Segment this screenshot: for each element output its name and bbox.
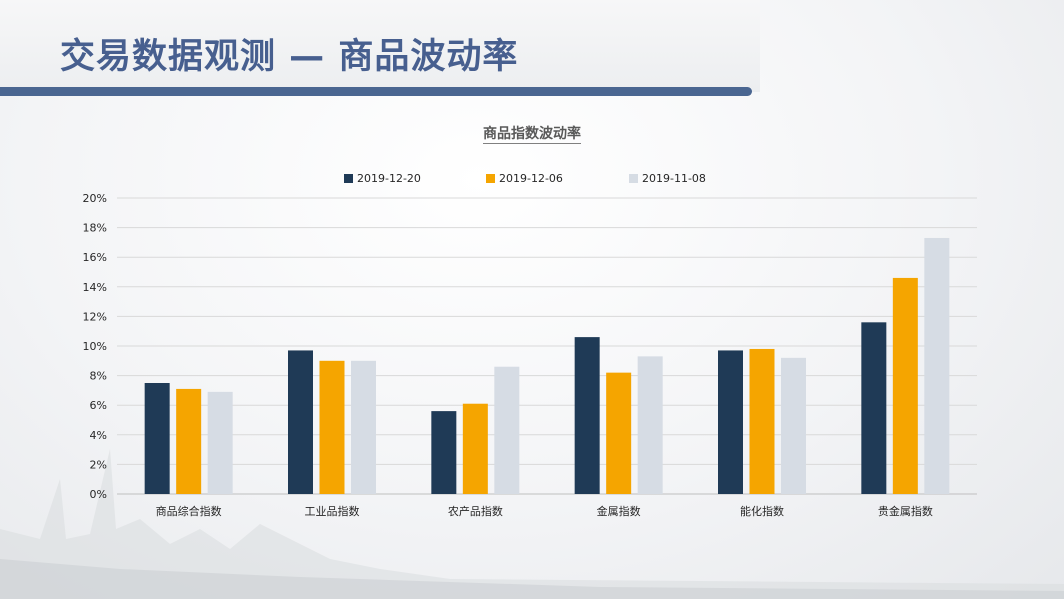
gridlines	[117, 197, 977, 495]
legend-label-2: 2019-11-08	[642, 172, 706, 185]
legend-label-0: 2019-12-20	[357, 172, 421, 185]
bar-5-0	[861, 322, 887, 494]
bar-3-1	[606, 372, 632, 494]
y-tick-label-9: 18%	[83, 222, 107, 235]
legend-item-0: 2019-12-20	[344, 172, 421, 185]
chart-title-text: 商品指数波动率	[483, 126, 581, 144]
bar-1-1	[319, 360, 345, 494]
y-tick-label-10: 20%	[83, 192, 107, 205]
bar-1-0	[288, 350, 313, 494]
bar-4-1	[749, 348, 775, 494]
bar-0-2	[207, 391, 233, 494]
bar-3-0	[574, 337, 600, 494]
chart-title: 商品指数波动率	[0, 123, 1064, 144]
bar-3-2	[637, 356, 663, 494]
title-band	[0, 0, 760, 92]
y-tick-label-4: 8%	[90, 370, 107, 383]
x-tick-label-3: 金属指数	[597, 504, 641, 518]
page-title: 交易数据观测 — 商品波动率	[60, 37, 519, 77]
y-tick-label-7: 14%	[83, 281, 107, 294]
bar-4-0	[718, 350, 743, 494]
legend-swatch-2	[629, 174, 638, 183]
bar-2-0	[431, 411, 457, 494]
x-tick-label-2: 农产品指数	[448, 504, 503, 518]
bar-4-2	[781, 357, 806, 494]
x-axis: 商品综合指数 工业品指数 农产品指数 金属指数 能化指数 贵金属指数	[156, 504, 933, 518]
bar-0-1	[176, 388, 202, 494]
legend-item-2: 2019-11-08	[629, 172, 706, 185]
legend-label-1: 2019-12-06	[499, 172, 563, 185]
bars	[144, 237, 950, 494]
y-tick-label-2: 4%	[90, 429, 107, 442]
x-tick-label-1: 工业品指数	[305, 504, 360, 518]
y-tick-label-8: 16%	[83, 251, 107, 264]
y-tick-label-3: 6%	[90, 399, 107, 412]
legend-item-1: 2019-12-06	[486, 172, 563, 185]
bar-2-2	[494, 366, 520, 494]
bar-1-2	[351, 360, 376, 494]
y-tick-label-0: 0%	[90, 488, 107, 501]
legend-swatch-1	[486, 174, 495, 183]
bar-5-1	[892, 277, 918, 494]
bar-2-1	[462, 403, 488, 494]
legend-swatch-0	[344, 174, 353, 183]
title-underline-bar	[0, 87, 752, 96]
y-tick-label-6: 12%	[83, 310, 107, 323]
bar-0-0	[144, 383, 170, 494]
bar-5-2	[924, 237, 950, 494]
x-tick-label-0: 商品综合指数	[156, 504, 222, 518]
city-skyline-background	[0, 449, 1064, 599]
x-tick-label-4: 能化指数	[740, 504, 784, 518]
x-tick-label-5: 贵金属指数	[878, 504, 933, 518]
y-axis: 0% 2% 4% 6% 8% 10% 12% 14% 16% 18% 20%	[83, 192, 107, 501]
y-tick-label-5: 10%	[83, 340, 107, 353]
y-tick-label-1: 2%	[90, 458, 107, 471]
